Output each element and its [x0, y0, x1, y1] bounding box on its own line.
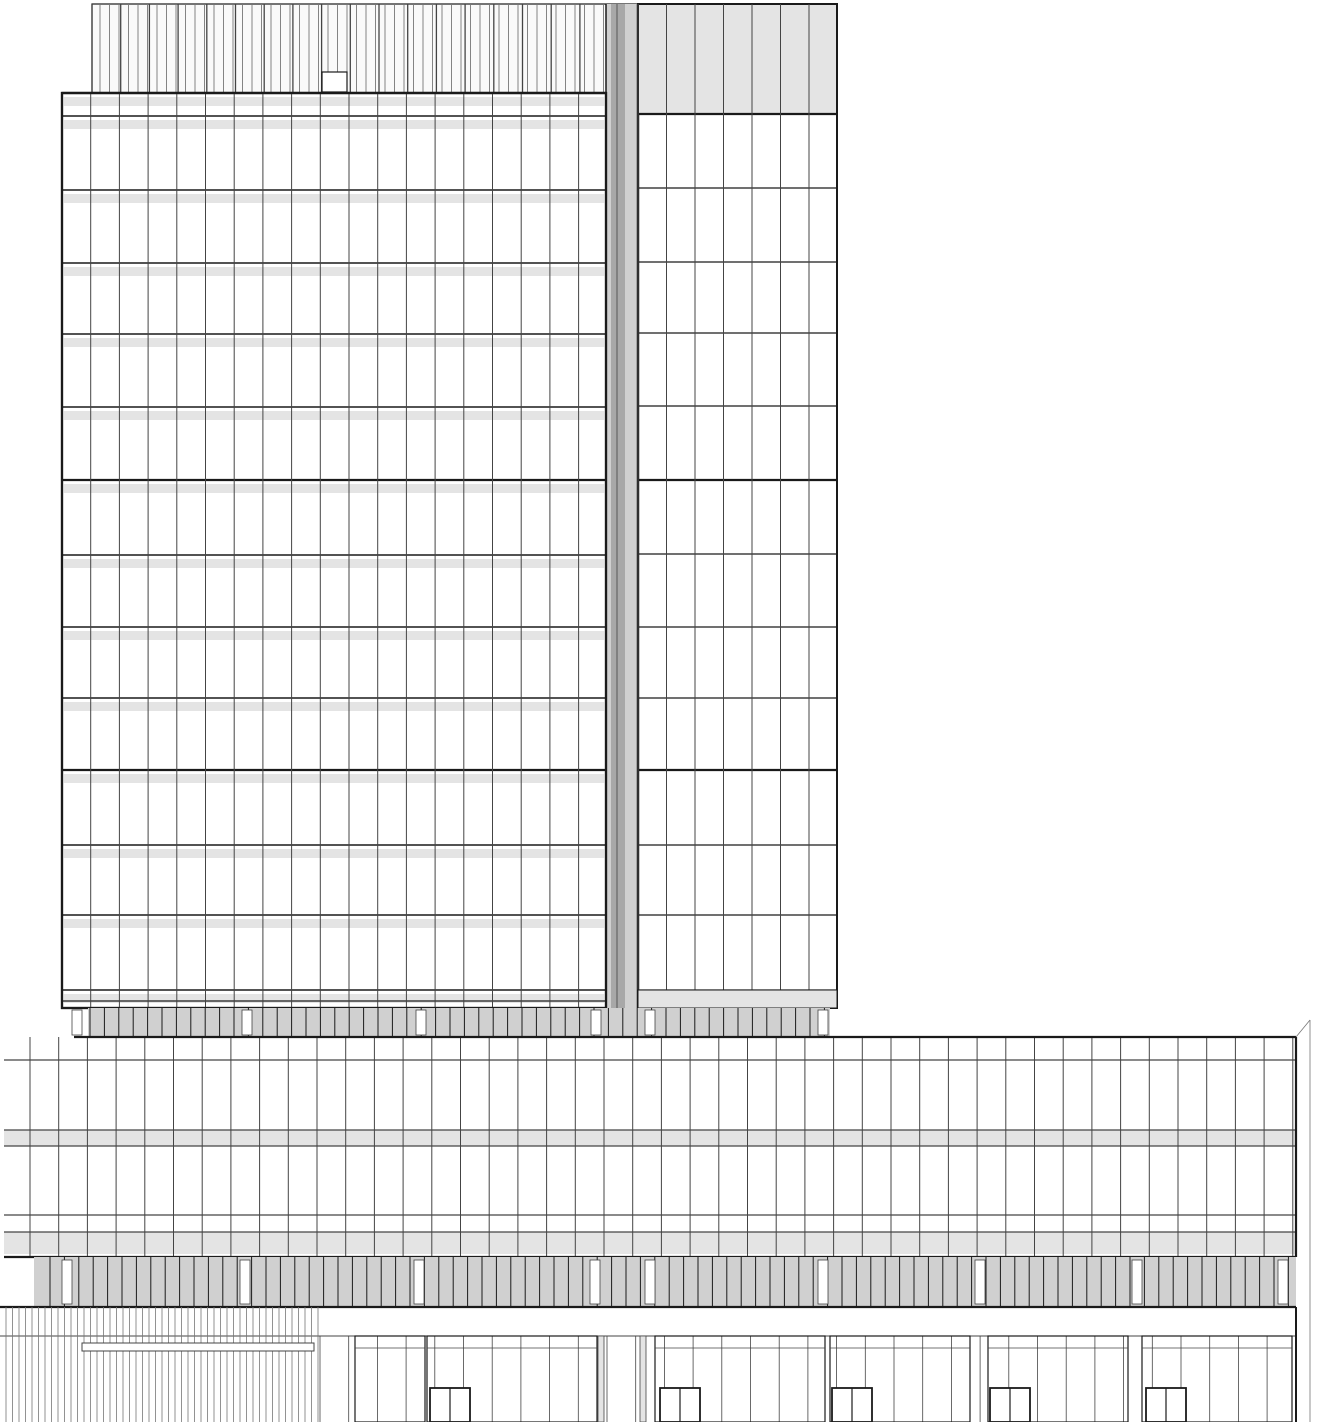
storefront-bay [829, 1335, 971, 1422]
storefront-bay [1141, 1335, 1293, 1422]
storefront-bay [654, 1335, 826, 1422]
ground-pier [639, 1335, 647, 1422]
adjacent-building-edge [1295, 1019, 1311, 1038]
lower-recess-column [239, 1259, 251, 1305]
lower-recess-column [61, 1259, 73, 1305]
ground-canopy [81, 1342, 315, 1352]
lower-recess-column [413, 1259, 425, 1305]
podium-spandrel [4, 1232, 1296, 1254]
lower-recessed-colonnade [34, 1257, 1296, 1307]
lower-recess-column [1131, 1259, 1143, 1305]
lower-recess-column [1277, 1259, 1289, 1305]
ground-floor-storefront [0, 1305, 1297, 1422]
west-wing-spandrel [62, 97, 606, 106]
west-wing-spandrel [62, 411, 606, 420]
west-wing-spandrel [62, 849, 606, 858]
west-wing-spandrel [62, 120, 606, 129]
west-wing-spandrel [62, 631, 606, 640]
lower-recess-column [817, 1259, 829, 1305]
storefront-bay [354, 1335, 426, 1422]
west-wing-spandrel [62, 267, 606, 276]
west-wing-spandrel [62, 994, 606, 1003]
east-wing-outline [637, 3, 838, 1009]
core-deep-shadow [611, 4, 625, 1008]
upper-recess-column [644, 1009, 656, 1036]
east-wing-base-band [637, 989, 838, 1009]
tower-east-wing-curtain-wall [637, 3, 838, 1009]
east-wing-top-band [638, 4, 837, 114]
west-wing-spandrel [62, 559, 606, 568]
roof-access-hatch [321, 71, 348, 93]
upper-recess-column [71, 1009, 83, 1036]
top-screen-frame [91, 3, 639, 97]
podium-spandrel [4, 1130, 1296, 1146]
tower-west-wing-curtain-wall [60, 91, 608, 1010]
upper-recess-column [590, 1009, 602, 1036]
west-wing-outline [60, 91, 608, 1010]
storefront-bay [426, 1335, 598, 1422]
lower-recess-column [644, 1259, 656, 1305]
west-wing-spandrel [62, 774, 606, 783]
tower-core-shadow-strip [605, 4, 640, 1008]
upper-recess-fill [88, 1008, 830, 1037]
lower-recess-column [589, 1259, 601, 1305]
ground-fill [0, 1307, 1296, 1422]
west-wing-spandrel [62, 484, 606, 493]
upper-recess-column [415, 1009, 427, 1036]
west-wing-spandrel [62, 919, 606, 928]
ground-pier [597, 1335, 605, 1422]
storefront-bay [987, 1335, 1129, 1422]
tower-top-mechanical-screen [91, 3, 639, 97]
upper-recess-column [241, 1009, 253, 1036]
lower-recess-column [974, 1259, 986, 1305]
upper-recess-column [817, 1009, 829, 1036]
west-wing-spandrel [62, 702, 606, 711]
west-wing-spandrel [62, 338, 606, 347]
upper-recessed-colonnade [71, 1008, 830, 1037]
podium-fill [4, 1037, 1296, 1257]
west-wing-spandrel [62, 194, 606, 203]
